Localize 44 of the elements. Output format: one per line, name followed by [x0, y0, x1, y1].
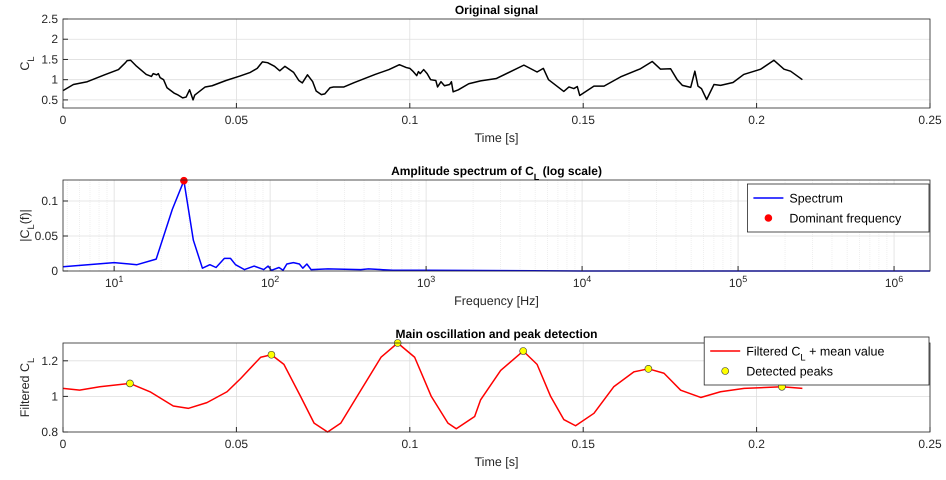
legend-label: Detected peaks [746, 364, 834, 378]
line-series [62, 60, 804, 101]
x-tick-label: 10$^{2}$ [260, 274, 280, 290]
y-tick-label: 0.5 [41, 92, 58, 107]
point [519, 347, 528, 355]
x-axis-title: Time [s] [474, 131, 518, 145]
x-tick-label: 0.2 [748, 437, 766, 451]
y-tick-label: 1.5 [41, 52, 58, 66]
chart-title: Main oscillation and peak detection [395, 327, 598, 341]
y-tick-label: 1.2 [41, 354, 58, 368]
y-tick-label: 1 [51, 72, 58, 87]
x-tick-label: 0.25 [918, 113, 942, 127]
x-tick-label: 0.2 [748, 113, 766, 127]
point [644, 365, 652, 373]
y-tick-label: 0.05 [34, 229, 58, 243]
x-tick-label: 0.15 [572, 113, 596, 127]
x-tick-label: 0.25 [918, 437, 942, 451]
x-tick-label: 0.15 [572, 437, 596, 451]
legend-label: Dominant frequency [789, 212, 902, 226]
x-tick-label: 10$^{5}$ [728, 274, 748, 290]
y-tick-label: 2 [51, 32, 58, 46]
x-axis-title: Time [s] [474, 455, 518, 469]
x-tick-label: 10$^{6}$ [884, 274, 904, 290]
x-tick-label: 0.05 [224, 113, 248, 127]
x-tick-label: 10$^{1}$ [104, 274, 124, 290]
point [268, 350, 276, 359]
y-tick-label: 0.8 [41, 425, 58, 439]
x-tick-label: 0.05 [224, 437, 248, 451]
y-tick-label: 1 [51, 389, 58, 404]
x-axis-title: Frequency [Hz] [454, 294, 539, 308]
chart-title: Original signal [454, 3, 538, 17]
x-tick-label: 0 [60, 437, 67, 451]
y-tick-label: 0.1 [41, 194, 58, 208]
y-tick-label: 0 [51, 264, 58, 278]
chart-title: Amplitude spectrum of C$_{L}$ (log scale) [391, 164, 602, 182]
x-tick-label: 10$^{4}$ [572, 274, 592, 290]
legend-label: Filtered C$_{L}$ + mean value [746, 344, 885, 362]
x-tick-label: 10$^{3}$ [416, 274, 436, 290]
legend-label: Spectrum [789, 192, 843, 206]
y-tick-label: 2.5 [41, 12, 58, 26]
x-tick-label: 0.1 [401, 437, 418, 451]
x-tick-label: 0 [60, 113, 67, 127]
x-tick-label: 0.1 [401, 113, 418, 127]
point [126, 380, 134, 388]
